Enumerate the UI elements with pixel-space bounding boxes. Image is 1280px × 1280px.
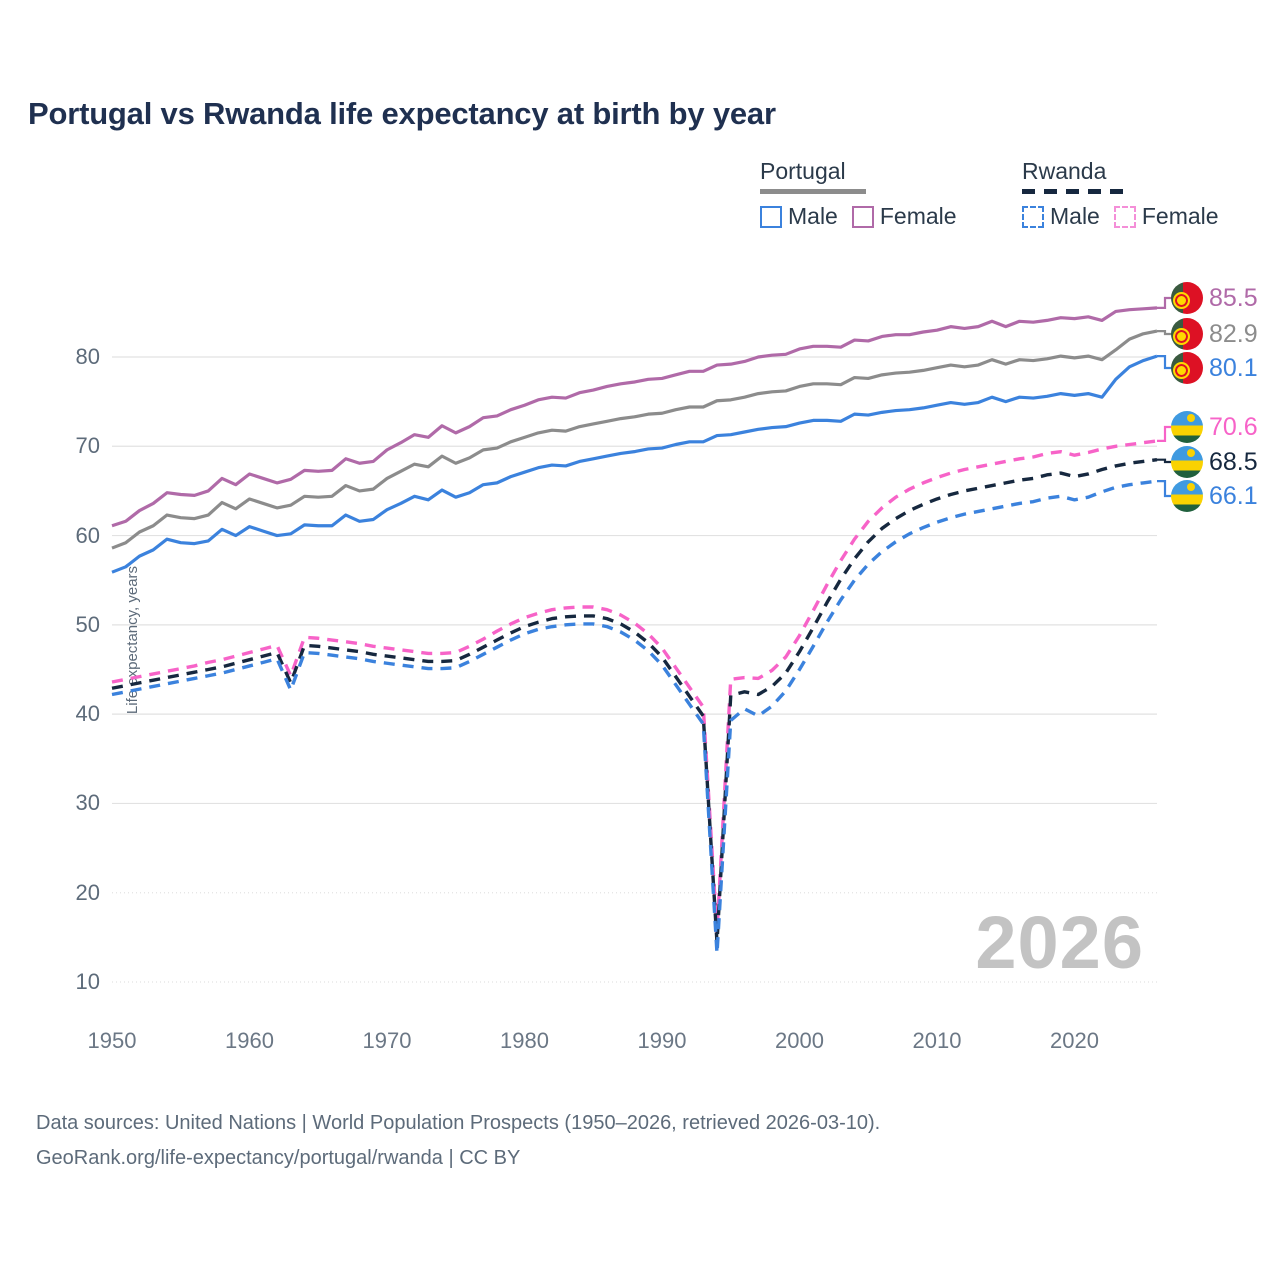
y-axis-tick-label: 60	[75, 522, 100, 548]
end-label-rwanda-female: 70.6	[1171, 411, 1258, 443]
portugal-flag-icon	[1171, 282, 1203, 314]
legend-style-rule-solid	[760, 189, 866, 194]
legend-item-label: Female	[1141, 203, 1219, 229]
rwanda-flag-icon	[1171, 480, 1203, 512]
sun-emblem-icon	[1187, 449, 1196, 458]
y-axis-tick-label: 30	[75, 790, 100, 816]
end-label-portugal-female: 85.5	[1171, 282, 1258, 314]
end-label-value: 82.9	[1209, 319, 1258, 348]
y-axis-tick-label: 10	[75, 969, 100, 994]
legend-swatch-icon	[760, 205, 782, 228]
legend-item-portugal-female[interactable]: Female	[851, 203, 957, 230]
rwanda-flag-icon	[1171, 446, 1203, 478]
portugal-flag-icon	[1171, 318, 1203, 350]
chart-footer: Data sources: United Nations | World Pop…	[36, 1106, 880, 1176]
x-axis-tick-label: 1950	[87, 1028, 137, 1053]
legend-style-rule-dashed	[1022, 189, 1128, 194]
legend-item-label: Female	[879, 203, 957, 229]
portugal-flag-icon	[1171, 352, 1203, 384]
x-axis-tick-label: 1990	[637, 1028, 687, 1053]
x-axis-tick-label: 2000	[775, 1028, 824, 1053]
legend-swatch-icon	[1022, 205, 1044, 228]
end-label-value: 70.6	[1209, 412, 1258, 441]
y-axis-tick-label: 50	[75, 611, 100, 637]
end-label-rwanda-male: 66.1	[1171, 480, 1258, 512]
end-label-value: 68.5	[1209, 447, 1258, 476]
end-label-portugal-total: 82.9	[1171, 318, 1258, 350]
y-axis-tick-label: 80	[75, 344, 100, 369]
legend-item-label: Male	[788, 203, 838, 229]
end-label-value: 80.1	[1209, 353, 1258, 382]
rwanda-flag-icon	[1171, 411, 1203, 443]
page-title: Portugal vs Rwanda life expectancy at bi…	[28, 96, 776, 131]
y-axis-tick-label: 20	[75, 879, 100, 905]
legend-country-label: Portugal	[760, 158, 846, 184]
sun-emblem-icon	[1187, 414, 1196, 423]
legend-item-label: Male	[1050, 203, 1100, 229]
armillary-emblem-icon	[1173, 361, 1191, 379]
legend-group-rwanda: Rwanda Male Female	[1022, 158, 1219, 230]
end-label-portugal-male: 80.1	[1171, 352, 1258, 384]
armillary-emblem-icon	[1173, 291, 1191, 309]
legend-item-portugal-male[interactable]: Male	[760, 203, 838, 230]
x-axis-tick-label: 2010	[912, 1028, 962, 1053]
legend-group-portugal: Portugal Male Female	[760, 158, 957, 230]
x-axis-tick-label: 1980	[500, 1028, 549, 1053]
chart-legend: Portugal Male Female Rwanda Male	[760, 158, 1260, 242]
legend-item-rwanda-male[interactable]: Male	[1022, 203, 1100, 230]
year-watermark: 2026	[975, 901, 1144, 984]
y-axis-tick-label: 70	[75, 433, 100, 459]
x-axis-tick-label: 1970	[362, 1028, 412, 1053]
y-axis-tick-label: 40	[75, 701, 100, 727]
x-axis-tick-label: 2020	[1050, 1028, 1099, 1053]
end-label-value: 66.1	[1209, 481, 1258, 510]
legend-swatch-icon	[851, 205, 874, 228]
x-axis-tick-label: 1960	[225, 1028, 274, 1053]
end-label-value: 85.5	[1209, 283, 1258, 312]
footer-attribution[interactable]: GeoRank.org/life-expectancy/portugal/rwa…	[36, 1147, 521, 1169]
armillary-emblem-icon	[1173, 327, 1191, 345]
sun-emblem-icon	[1187, 483, 1196, 492]
legend-item-rwanda-female[interactable]: Female	[1113, 203, 1219, 230]
end-label-rwanda-total: 68.5	[1171, 446, 1258, 478]
footer-data-sources: Data sources: United Nations | World Pop…	[36, 1112, 881, 1134]
legend-swatch-icon	[1113, 205, 1136, 228]
legend-country-label: Rwanda	[1022, 158, 1107, 184]
